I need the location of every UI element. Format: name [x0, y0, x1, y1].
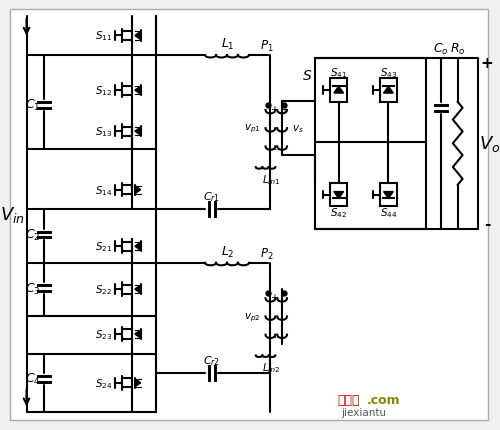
Polygon shape — [135, 87, 140, 95]
Bar — [380, 79, 397, 103]
Text: -: - — [272, 143, 276, 154]
Polygon shape — [135, 32, 140, 40]
Polygon shape — [135, 286, 140, 294]
Text: $v_{p1}$: $v_{p1}$ — [244, 123, 260, 135]
Text: $C_o$: $C_o$ — [434, 42, 449, 57]
Polygon shape — [135, 186, 140, 194]
Polygon shape — [334, 192, 344, 199]
Text: $S_{21}$: $S_{21}$ — [95, 240, 112, 254]
Text: -: - — [484, 217, 490, 232]
Text: $S_{42}$: $S_{42}$ — [330, 206, 347, 219]
Text: $S$: $S$ — [302, 68, 312, 82]
Text: -: - — [272, 331, 276, 341]
Text: $v_{p2}$: $v_{p2}$ — [244, 310, 260, 323]
Text: $L_{m2}$: $L_{m2}$ — [262, 360, 280, 374]
Text: $S_{43}$: $S_{43}$ — [380, 67, 397, 80]
Text: $C_3$: $C_3$ — [24, 281, 40, 296]
Text: $L_1$: $L_1$ — [220, 37, 234, 52]
Text: $V_{in}$: $V_{in}$ — [0, 205, 25, 224]
Text: +: + — [280, 104, 288, 114]
Text: $L_{m1}$: $L_{m1}$ — [262, 172, 281, 186]
Text: $C_4$: $C_4$ — [24, 372, 40, 387]
Bar — [330, 183, 347, 207]
Text: $V_o$: $V_o$ — [479, 134, 500, 154]
Text: $P_2$: $P_2$ — [260, 246, 274, 261]
Text: $S_{14}$: $S_{14}$ — [95, 183, 112, 197]
Polygon shape — [135, 243, 140, 251]
Text: $S_{12}$: $S_{12}$ — [96, 84, 112, 98]
Bar — [330, 79, 347, 103]
Polygon shape — [384, 87, 394, 94]
Text: $S_{13}$: $S_{13}$ — [95, 125, 112, 138]
Text: $v_s$: $v_s$ — [292, 123, 304, 135]
Bar — [380, 183, 397, 207]
Text: +: + — [270, 104, 278, 114]
Polygon shape — [384, 192, 394, 199]
Text: +: + — [480, 56, 494, 71]
Text: $S_{24}$: $S_{24}$ — [95, 376, 112, 390]
Polygon shape — [334, 87, 344, 94]
Text: $S_{44}$: $S_{44}$ — [380, 206, 397, 219]
Text: $S_{22}$: $S_{22}$ — [96, 283, 112, 296]
Text: $C_2$: $C_2$ — [24, 227, 40, 243]
Bar — [316, 59, 426, 229]
Polygon shape — [135, 330, 140, 338]
Text: $P_1$: $P_1$ — [260, 39, 274, 54]
Text: -: - — [282, 143, 286, 154]
Text: +: + — [270, 292, 278, 302]
Text: $C_{r1}$: $C_{r1}$ — [204, 190, 220, 204]
Text: $R_o$: $R_o$ — [450, 42, 466, 57]
Polygon shape — [135, 379, 140, 387]
Polygon shape — [135, 128, 140, 136]
Text: 接线图: 接线图 — [337, 393, 359, 406]
Text: $S_{41}$: $S_{41}$ — [330, 67, 347, 80]
Text: $S_{23}$: $S_{23}$ — [95, 327, 112, 341]
Text: $C_{r2}$: $C_{r2}$ — [204, 353, 220, 367]
Text: $S_{11}$: $S_{11}$ — [95, 30, 112, 43]
Text: $C_1$: $C_1$ — [24, 98, 40, 113]
Text: .com: .com — [367, 393, 400, 406]
Text: jiexiantu: jiexiantu — [342, 407, 386, 417]
Text: $L_2$: $L_2$ — [220, 244, 234, 259]
